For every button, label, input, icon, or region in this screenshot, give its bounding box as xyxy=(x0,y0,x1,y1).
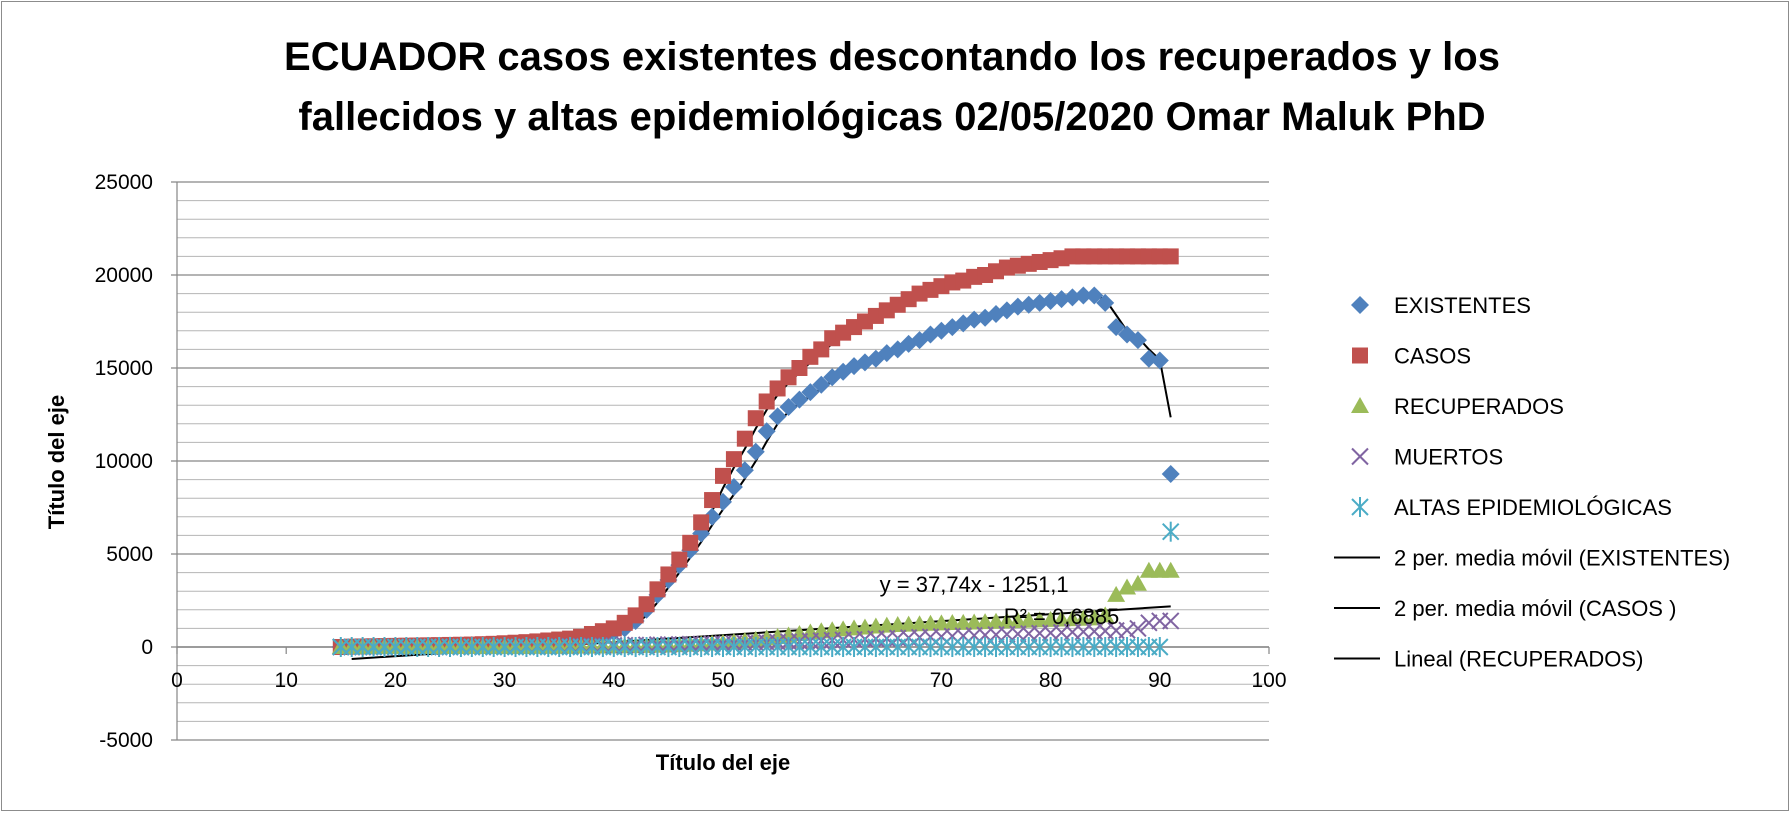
legend-label: EXISTENTES xyxy=(1394,293,1531,318)
legend-entry: RECUPERADOS xyxy=(1351,394,1564,419)
legend-label: ALTAS EPIDEMIOLÓGICAS xyxy=(1394,495,1672,520)
point-casos xyxy=(649,581,666,598)
point-existentes xyxy=(1074,286,1093,305)
point-recuperados xyxy=(1096,606,1115,623)
y-tick-label: 25000 xyxy=(95,171,153,194)
chart-title-line-1: ECUADOR casos existentes descontando los… xyxy=(284,35,1500,79)
x-tick-label: 50 xyxy=(711,669,734,692)
point-casos xyxy=(671,551,688,568)
point-existentes xyxy=(965,310,984,329)
marks-layer xyxy=(331,248,1180,657)
y-tick-label: 15000 xyxy=(95,357,153,380)
legend-label: Lineal (RECUPERADOS) xyxy=(1394,647,1643,672)
axis-layer: -5000 0 5000 10000 15000 20000 25000 0 10 20 30 40 5… xyxy=(95,171,1287,752)
legend-marker-asterisk xyxy=(1351,497,1369,517)
y-tick-label: 10000 xyxy=(95,450,153,473)
point-existentes xyxy=(1085,286,1104,305)
x-tick-label: 80 xyxy=(1039,669,1062,692)
point-existentes xyxy=(790,390,809,409)
point-existentes xyxy=(768,407,787,426)
legend-label: MUERTOS xyxy=(1394,445,1503,470)
legend-label: 2 per. media móvil (EXISTENTES) xyxy=(1394,546,1730,571)
point-casos xyxy=(725,451,742,468)
legend-entry: EXISTENTES xyxy=(1351,293,1531,318)
y-tick-label: 20000 xyxy=(95,264,153,287)
point-casos xyxy=(715,467,731,484)
x-tick-label: 20 xyxy=(384,669,407,692)
legend-label: CASOS xyxy=(1394,344,1471,369)
point-existentes xyxy=(1063,288,1082,307)
point-existentes xyxy=(1096,293,1115,312)
point-casos xyxy=(682,534,699,551)
point-casos xyxy=(660,566,677,583)
x-tick-label: 90 xyxy=(1148,669,1171,692)
y-tick-label: 0 xyxy=(141,636,153,659)
point-existentes xyxy=(1128,331,1147,350)
point-existentes xyxy=(757,422,776,441)
y-axis-title: Título del eje xyxy=(44,395,69,529)
trendline-equation-label: R² = 0,6885 xyxy=(1004,604,1120,629)
legend: EXISTENTES CASOS RECUPERADOS MUERTOS ALTAS E… xyxy=(1334,293,1730,672)
point-existentes xyxy=(1030,293,1049,312)
point-existentes xyxy=(812,375,831,394)
point-muertos xyxy=(1129,619,1147,638)
point-existentes xyxy=(779,398,798,417)
point-altas-epidemiológicas xyxy=(1162,521,1180,542)
point-existentes xyxy=(1150,351,1169,370)
y-tick-label: -5000 xyxy=(99,729,153,752)
point-casos xyxy=(736,430,753,447)
x-tick-label: 40 xyxy=(602,669,625,692)
legend-entry: 2 per. media móvil (CASOS ) xyxy=(1334,596,1676,621)
point-existentes xyxy=(1008,297,1027,316)
x-tick-label: 30 xyxy=(493,669,516,692)
legend-entry: MUERTOS xyxy=(1351,445,1503,470)
point-existentes xyxy=(801,383,820,402)
legend-marker-square xyxy=(1352,347,1368,364)
point-casos xyxy=(747,410,764,427)
legend-entry: Lineal (RECUPERADOS) xyxy=(1334,647,1643,672)
y-tick-label: 5000 xyxy=(106,543,153,566)
legend-marker-triangle xyxy=(1351,397,1369,413)
legend-entry: ALTAS EPIDEMIOLÓGICAS xyxy=(1351,495,1672,520)
point-casos xyxy=(704,492,721,509)
point-existentes xyxy=(1139,349,1158,368)
annotation-layer: y = 37,74x - 1251,1 R² = 0,6885 xyxy=(880,572,1120,629)
legend-marker-x xyxy=(1351,447,1369,466)
trendline-equation-label: y = 37,74x - 1251,1 xyxy=(880,572,1069,597)
point-existentes xyxy=(746,442,765,461)
x-tick-label: 100 xyxy=(1251,669,1286,692)
point-existentes xyxy=(1041,292,1060,311)
trend-layer xyxy=(351,255,1172,660)
x-axis-title: Título del eje xyxy=(656,750,790,775)
point-casos xyxy=(638,596,655,613)
legend-marker-diamond xyxy=(1351,296,1369,314)
point-existentes xyxy=(1161,465,1180,484)
point-casos xyxy=(1162,248,1179,265)
point-existentes xyxy=(1019,295,1038,314)
point-recuperados xyxy=(1161,561,1180,578)
legend-label: RECUPERADOS xyxy=(1394,394,1564,419)
point-muertos xyxy=(1162,612,1180,630)
point-existentes xyxy=(1052,290,1071,309)
legend-entry: CASOS xyxy=(1352,344,1471,369)
x-tick-label: 70 xyxy=(930,669,953,692)
point-muertos xyxy=(1140,614,1158,632)
x-tick-label: 10 xyxy=(275,669,298,692)
point-recuperados xyxy=(1107,585,1126,602)
point-existentes xyxy=(1107,318,1126,337)
legend-entry: 2 per. media móvil (EXISTENTES) xyxy=(1334,546,1730,571)
x-tick-label: 0 xyxy=(171,669,183,692)
point-casos xyxy=(693,514,710,531)
x-tick-label: 60 xyxy=(821,669,844,692)
grid-layer xyxy=(171,181,1269,741)
point-recuperados xyxy=(1128,574,1147,591)
point-casos xyxy=(758,393,775,410)
point-muertos xyxy=(1118,621,1136,639)
chart-title-line-2: fallecidos y altas epidemiológicas 02/05… xyxy=(298,95,1485,139)
point-altas-epidemiológicas xyxy=(1151,637,1169,657)
legend-label: 2 per. media móvil (CASOS ) xyxy=(1394,596,1676,621)
